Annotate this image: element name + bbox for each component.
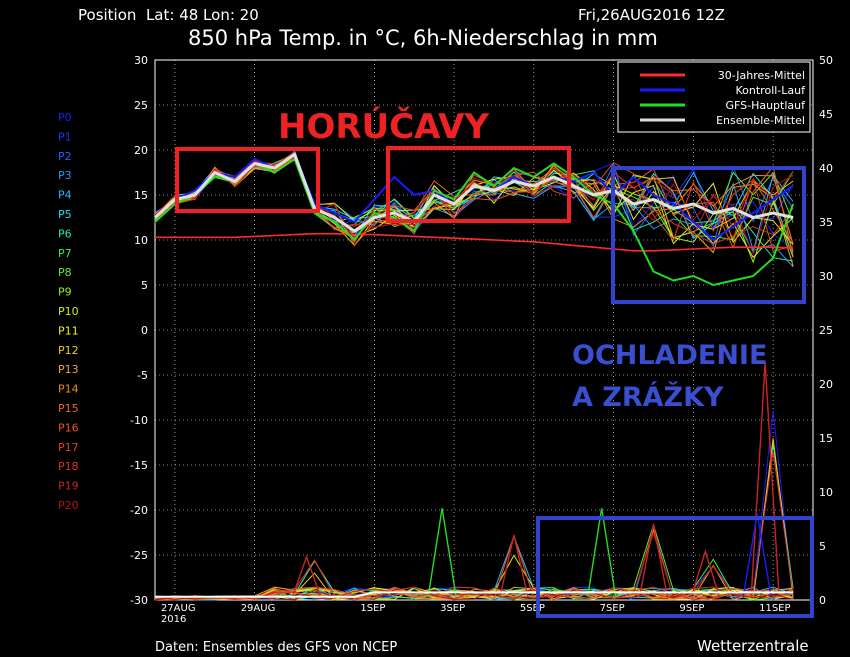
x-tick-label: 27AUG bbox=[161, 603, 196, 614]
x-tick-label: 11SEP bbox=[759, 603, 790, 614]
legend: 30-Jahres-Mittel Kontroll-Lauf GFS-Hauptla… bbox=[640, 69, 806, 127]
left-tick-label: 0 bbox=[141, 324, 148, 337]
x-tick-label: 5SEP bbox=[520, 603, 545, 614]
data-source: Daten: Ensembles des GFS von NCEP bbox=[155, 640, 397, 655]
right-tick-label: 45 bbox=[819, 108, 833, 121]
precip-peak bbox=[499, 535, 529, 597]
cool-annotation-line2: A ZRÁŽKY bbox=[572, 381, 724, 413]
x-tick-label: 2016 bbox=[161, 614, 186, 625]
right-tick-label: 35 bbox=[819, 216, 833, 229]
right-tick-label: 40 bbox=[819, 162, 833, 175]
cool-box-precip bbox=[536, 516, 814, 618]
member-label: P1 bbox=[58, 130, 72, 143]
left-tick-label: 20 bbox=[134, 144, 148, 157]
member-label: P7 bbox=[58, 247, 72, 260]
member-label: P3 bbox=[58, 169, 72, 182]
member-line bbox=[154, 152, 794, 245]
right-tick-label: 10 bbox=[819, 486, 833, 499]
precip-peak bbox=[638, 524, 669, 597]
heat-box-1 bbox=[175, 147, 320, 213]
member-label: P5 bbox=[58, 208, 72, 221]
member-label: P15 bbox=[58, 402, 79, 415]
position-label: Position Lat: 48 Lon: 20 bbox=[78, 6, 259, 24]
run-datetime: Fri,26AUG2016 12Z bbox=[578, 6, 725, 24]
precip-peak bbox=[690, 549, 720, 597]
heat-annotation: HORÚČAVY bbox=[278, 106, 489, 147]
member-label: P14 bbox=[58, 383, 79, 396]
member-label: P11 bbox=[58, 324, 79, 337]
cool-box-temp bbox=[611, 166, 806, 304]
left-tick-label: -30 bbox=[130, 594, 148, 607]
x-tick-label: 7SEP bbox=[600, 603, 625, 614]
member-label: P12 bbox=[58, 344, 79, 357]
right-tick-label: 5 bbox=[819, 540, 826, 553]
highlight-series bbox=[153, 152, 795, 287]
member-label: P13 bbox=[58, 363, 79, 376]
legend-label: Ensemble-Mittel bbox=[716, 114, 805, 127]
member-label: P18 bbox=[58, 460, 79, 473]
member-label: P2 bbox=[58, 150, 72, 163]
left-tick-label: -5 bbox=[137, 369, 148, 382]
legend-label: Kontroll-Lauf bbox=[736, 84, 807, 97]
right-tick-label: 15 bbox=[819, 432, 833, 445]
member-labels: P0 P1 P2 P3 P4 P5 P6 P7 P8 P9 P10 P11 P12 P13 P14 P15 P1… bbox=[58, 111, 79, 512]
member-label: P16 bbox=[58, 421, 79, 434]
left-tick-label: 30 bbox=[134, 54, 148, 67]
member-label: P19 bbox=[58, 480, 79, 493]
left-tick-label: -25 bbox=[130, 549, 148, 562]
x-tick-label: 3SEP bbox=[440, 603, 465, 614]
member-label: P0 bbox=[58, 111, 72, 124]
precip-peak bbox=[742, 513, 772, 597]
member-label: P8 bbox=[58, 266, 72, 279]
cool-annotation-line1: OCHLADENIE bbox=[572, 340, 767, 371]
member-label: P6 bbox=[58, 227, 72, 240]
left-tick-label: 25 bbox=[134, 99, 148, 112]
series-ensemble-mittel bbox=[153, 152, 794, 233]
precip-member-line bbox=[154, 587, 794, 601]
x-tick-label: 1SEP bbox=[360, 603, 385, 614]
member-label: P10 bbox=[58, 305, 79, 318]
chart-title: 850 hPa Temp. in °C, 6h-Niederschlag in … bbox=[188, 26, 658, 50]
right-tick-label: 0 bbox=[819, 594, 826, 607]
brand-label: Wetterzentrale bbox=[697, 637, 809, 655]
left-tick-label: -10 bbox=[130, 414, 148, 427]
right-tick-label: 25 bbox=[819, 324, 833, 337]
right-tick-label: 50 bbox=[819, 54, 833, 67]
left-tick-label: -15 bbox=[130, 459, 148, 472]
left-tick-label: 5 bbox=[141, 279, 148, 292]
precip-peak bbox=[291, 554, 322, 597]
series--jahres-mittel bbox=[155, 232, 794, 252]
x-tick-label: 29AUG bbox=[241, 603, 276, 614]
left-tick-label: 15 bbox=[134, 189, 148, 202]
precipitation-lines bbox=[154, 362, 794, 601]
precip-peak bbox=[427, 508, 457, 597]
member-label: P17 bbox=[58, 441, 79, 454]
member-label: P9 bbox=[58, 286, 72, 299]
legend-label: GFS-Hauptlauf bbox=[725, 99, 806, 112]
right-tick-label: 20 bbox=[819, 378, 833, 391]
axes: 302520151050-5-10-15-20-25-3050454035302… bbox=[130, 54, 833, 625]
member-label: P4 bbox=[58, 189, 72, 202]
precip-peak bbox=[586, 508, 617, 597]
left-tick-label: 10 bbox=[134, 234, 148, 247]
precip-mean-line bbox=[155, 591, 794, 598]
left-tick-label: -20 bbox=[130, 504, 148, 517]
heat-box-2 bbox=[386, 146, 571, 223]
legend-label: 30-Jahres-Mittel bbox=[718, 69, 805, 82]
right-tick-label: 30 bbox=[819, 270, 833, 283]
x-tick-label: 9SEP bbox=[679, 603, 704, 614]
member-label: P20 bbox=[58, 499, 79, 512]
